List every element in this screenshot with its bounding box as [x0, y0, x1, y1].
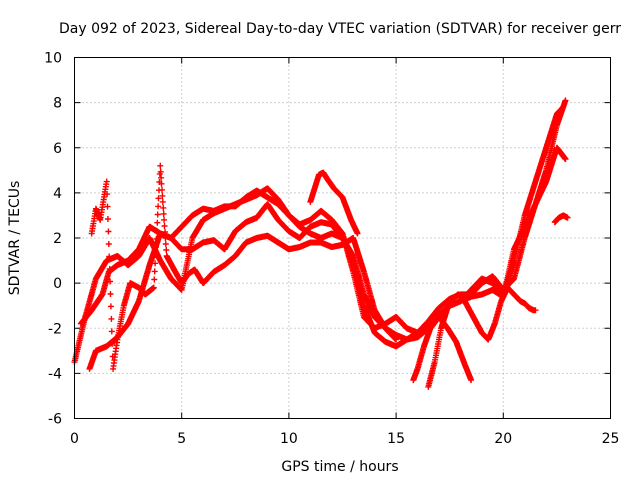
- y-axis-title: SDTVAR / TECUs: [7, 181, 23, 296]
- x-tick-label: 10: [280, 431, 298, 447]
- x-tick-label: 25: [602, 431, 620, 447]
- series-markers: [425, 291, 498, 390]
- y-tick-label: -2: [48, 321, 62, 337]
- plot-frame: [74, 57, 611, 419]
- series-markers: [307, 169, 361, 237]
- series-track-7: [491, 284, 539, 327]
- y-tick-label: 10: [44, 51, 62, 67]
- y-tick-label: 0: [53, 276, 62, 292]
- y-tick-label: 6: [53, 141, 62, 157]
- series-track-9: [551, 212, 571, 226]
- series-track-5: [410, 314, 475, 384]
- series-track-4: [88, 162, 400, 372]
- y-tick-label: 4: [53, 186, 62, 202]
- series-track-8: [307, 169, 361, 237]
- series-markers: [88, 162, 400, 372]
- series-markers: [491, 284, 539, 327]
- x-tick-label: 0: [70, 431, 79, 447]
- x-tick-label: 5: [177, 431, 186, 447]
- x-axis-title: GPS time / hours: [281, 459, 398, 475]
- x-tick-label: 20: [494, 431, 512, 447]
- x-tick-label: 15: [387, 431, 405, 447]
- chart-title: Day 092 of 2023, Sidereal Day-to-day VTE…: [59, 21, 621, 37]
- series-markers: [551, 212, 571, 226]
- data-series: [71, 97, 571, 390]
- y-tick-label: 2: [53, 231, 62, 247]
- y-tick-label: -6: [48, 412, 62, 428]
- series-track-6: [425, 291, 498, 390]
- y-tick-label: -4: [48, 366, 62, 382]
- y-tick-label: 8: [53, 96, 62, 112]
- series-markers: [410, 314, 475, 384]
